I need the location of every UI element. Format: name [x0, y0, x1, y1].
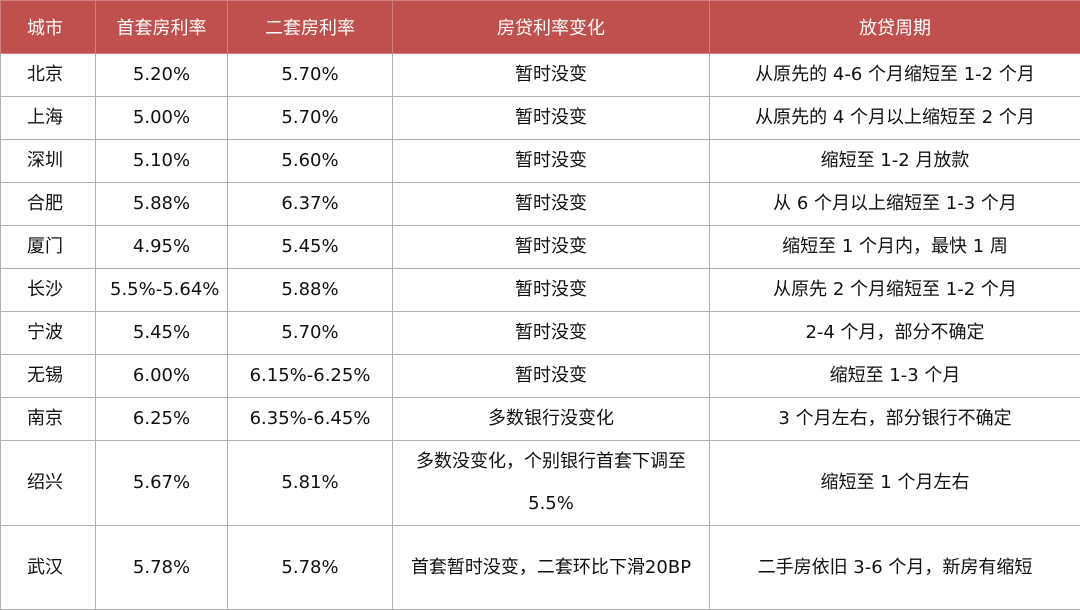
header-row: 城市首套房利率二套房利率房贷利率变化放贷周期 — [1, 1, 1080, 54]
table-cell: 5.81% — [228, 441, 393, 526]
table-cell: 从 6 个月以上缩短至 1-3 个月 — [710, 183, 1080, 226]
table-cell: 5.70% — [228, 312, 393, 355]
table-cell: 首套暂时没变，二套环比下滑20BP — [393, 526, 710, 610]
table-cell: 5.88% — [228, 269, 393, 312]
table-cell: 暂时没变 — [393, 140, 710, 183]
table-cell: 合肥 — [1, 183, 96, 226]
table-cell: 多数没变化，个别银行首套下调至5.5% — [393, 441, 710, 526]
table-cell: 无锡 — [1, 355, 96, 398]
table-cell: 5.70% — [228, 54, 393, 97]
table-cell: 5.70% — [228, 97, 393, 140]
table-cell: 暂时没变 — [393, 97, 710, 140]
table-cell: 长沙 — [1, 269, 96, 312]
header-cell: 二套房利率 — [228, 1, 393, 54]
table-cell: 6.25% — [96, 398, 228, 441]
table-cell: 深圳 — [1, 140, 96, 183]
table-cell: 5.78% — [228, 526, 393, 610]
header-cell: 首套房利率 — [96, 1, 228, 54]
table-cell: 5.45% — [96, 312, 228, 355]
table-cell: 多数银行没变化 — [393, 398, 710, 441]
table-cell: 5.78% — [96, 526, 228, 610]
table-cell: 5.20% — [96, 54, 228, 97]
table-cell: 5.00% — [96, 97, 228, 140]
table-cell: 2-4 个月，部分不确定 — [710, 312, 1080, 355]
table-cell: 3 个月左右，部分银行不确定 — [710, 398, 1080, 441]
table-cell: 厦门 — [1, 226, 96, 269]
table-cell: 暂时没变 — [393, 269, 710, 312]
table-cell: 北京 — [1, 54, 96, 97]
table-cell: 从原先 2 个月缩短至 1-2 个月 — [710, 269, 1080, 312]
header-cell: 放贷周期 — [710, 1, 1080, 54]
table-cell: 暂时没变 — [393, 183, 710, 226]
table-cell: 6.00% — [96, 355, 228, 398]
table-cell: 6.15%-6.25% — [228, 355, 393, 398]
table-cell: 从原先的 4 个月以上缩短至 2 个月 — [710, 97, 1080, 140]
table-cell: 暂时没变 — [393, 355, 710, 398]
table-cell: 暂时没变 — [393, 312, 710, 355]
table-cell: 5.10% — [96, 140, 228, 183]
table-cell: 从原先的 4-6 个月缩短至 1-2 个月 — [710, 54, 1080, 97]
table-cell: 缩短至 1-2 月放款 — [710, 140, 1080, 183]
table-cell: 暂时没变 — [393, 54, 710, 97]
table-cell: 上海 — [1, 97, 96, 140]
table-cell: 6.35%-6.45% — [228, 398, 393, 441]
table-cell: 4.95% — [96, 226, 228, 269]
table-cell: 5.45% — [228, 226, 393, 269]
table-cell: 缩短至 1 个月左右 — [710, 441, 1080, 526]
table-cell: 二手房依旧 3-6 个月，新房有缩短 — [710, 526, 1080, 610]
table-cell: 暂时没变 — [393, 226, 710, 269]
table-cell: 5.5%-5.64% — [96, 269, 228, 312]
table-cell: 缩短至 1-3 个月 — [710, 355, 1080, 398]
table-cell: 5.88% — [96, 183, 228, 226]
header-cell: 城市 — [1, 1, 96, 54]
table-cell: 5.60% — [228, 140, 393, 183]
table-cell: 5.67% — [96, 441, 228, 526]
table-cell: 武汉 — [1, 526, 96, 610]
table-cell: 南京 — [1, 398, 96, 441]
table-cell: 6.37% — [228, 183, 393, 226]
table-header: 城市首套房利率二套房利率房贷利率变化放贷周期 — [1, 1, 1080, 54]
header-cell: 房贷利率变化 — [393, 1, 710, 54]
table-cell: 缩短至 1 个月内，最快 1 周 — [710, 226, 1080, 269]
table-cell: 宁波 — [1, 312, 96, 355]
table-cell: 绍兴 — [1, 441, 96, 526]
